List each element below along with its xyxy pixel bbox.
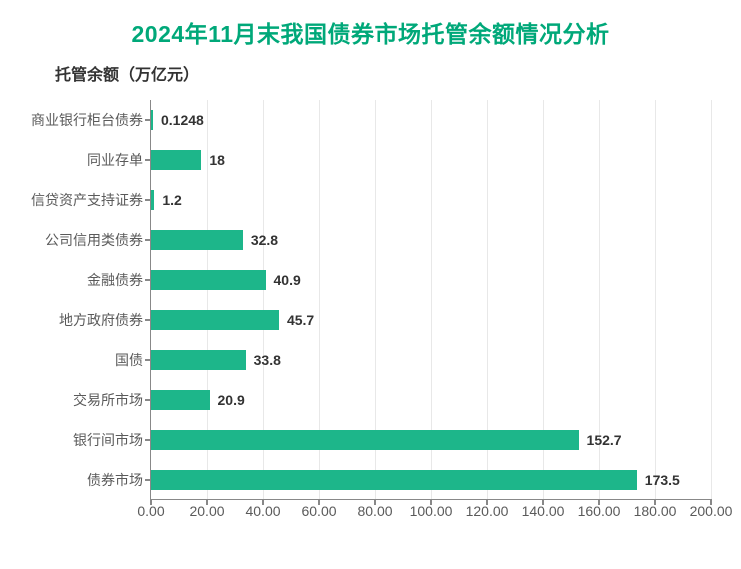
x-tick	[710, 499, 712, 505]
bar	[151, 350, 246, 370]
plot-area: 商业银行柜台债券同业存单信贷资产支持证券公司信用类债券金融债券地方政府债券国债交…	[150, 100, 710, 500]
x-tick	[486, 499, 488, 505]
bar-value-label: 20.9	[218, 392, 245, 408]
x-axis-labels: 0.0020.0040.0060.0080.00100.00120.00140.…	[151, 503, 710, 523]
bar	[151, 190, 154, 210]
bar-value-label: 33.8	[254, 352, 281, 368]
bar	[151, 430, 579, 450]
bar-value-label: 18	[209, 152, 225, 168]
chart-container: 2024年11月末我国债券市场托管余额情况分析 托管余额（万亿元） 商业银行柜台…	[0, 0, 741, 569]
y-axis-labels: 商业银行柜台债券同业存单信贷资产支持证券公司信用类债券金融债券地方政府债券国债交…	[31, 100, 143, 500]
bar-row: 152.7	[151, 430, 622, 450]
x-axis-label: 200.00	[690, 503, 733, 519]
x-tick	[598, 499, 600, 505]
bar-row: 40.9	[151, 270, 301, 290]
bar-value-label: 152.7	[587, 432, 622, 448]
bar-row: 33.8	[151, 350, 281, 370]
bar-row: 18	[151, 150, 225, 170]
x-axis-label: 100.00	[410, 503, 453, 519]
x-tick	[206, 499, 208, 505]
bar-row: 0.1248	[151, 110, 204, 130]
x-axis-label: 20.00	[189, 503, 224, 519]
bar-row: 173.5	[151, 470, 680, 490]
y-axis-label: 商业银行柜台债券	[31, 110, 143, 130]
bar	[151, 390, 210, 410]
y-axis-label: 信贷资产支持证券	[31, 190, 143, 210]
x-axis-label: 180.00	[634, 503, 677, 519]
y-axis-label: 公司信用类债券	[31, 230, 143, 250]
chart-title: 2024年11月末我国债券市场托管余额情况分析	[20, 15, 721, 49]
bars-group: 0.1248 18 1.2 32.8 40.9 45.7 33.8 20.9 152.7 173.…	[151, 100, 710, 499]
bar-row: 45.7	[151, 310, 314, 330]
x-tick	[430, 499, 432, 505]
x-tick	[654, 499, 656, 505]
bar-value-label: 0.1248	[161, 112, 204, 128]
bar	[151, 470, 637, 490]
x-tick	[262, 499, 264, 505]
x-axis-label: 60.00	[301, 503, 336, 519]
bar	[151, 230, 243, 250]
bar	[151, 310, 279, 330]
gridline	[711, 100, 712, 499]
x-axis-label: 40.00	[245, 503, 280, 519]
chart-area: 商业银行柜台债券同业存单信贷资产支持证券公司信用类债券金融债券地方政府债券国债交…	[150, 100, 710, 530]
bar	[151, 150, 201, 170]
y-axis-label: 金融债券	[31, 270, 143, 290]
bar-row: 1.2	[151, 190, 182, 210]
bar-value-label: 173.5	[645, 472, 680, 488]
y-axis-label: 债券市场	[31, 470, 143, 490]
x-axis-label: 0.00	[137, 503, 164, 519]
x-axis-label: 160.00	[578, 503, 621, 519]
x-tick	[318, 499, 320, 505]
x-axis-label: 80.00	[357, 503, 392, 519]
bar-value-label: 1.2	[162, 192, 181, 208]
y-axis-label: 交易所市场	[31, 390, 143, 410]
y-axis-label: 国债	[31, 350, 143, 370]
x-axis-label: 120.00	[466, 503, 509, 519]
bar-value-label: 45.7	[287, 312, 314, 328]
y-axis-label: 银行间市场	[31, 430, 143, 450]
bar-value-label: 32.8	[251, 232, 278, 248]
x-tick	[374, 499, 376, 505]
x-tick	[150, 499, 152, 505]
y-axis-label: 同业存单	[31, 150, 143, 170]
bar-row: 32.8	[151, 230, 278, 250]
bar-value-label: 40.9	[274, 272, 301, 288]
bar	[151, 270, 266, 290]
x-tick	[542, 499, 544, 505]
bar-row: 20.9	[151, 390, 245, 410]
y-axis-label: 地方政府债券	[31, 310, 143, 330]
x-axis-label: 140.00	[522, 503, 565, 519]
chart-subtitle: 托管余额（万亿元）	[55, 61, 721, 85]
bar	[151, 110, 153, 130]
